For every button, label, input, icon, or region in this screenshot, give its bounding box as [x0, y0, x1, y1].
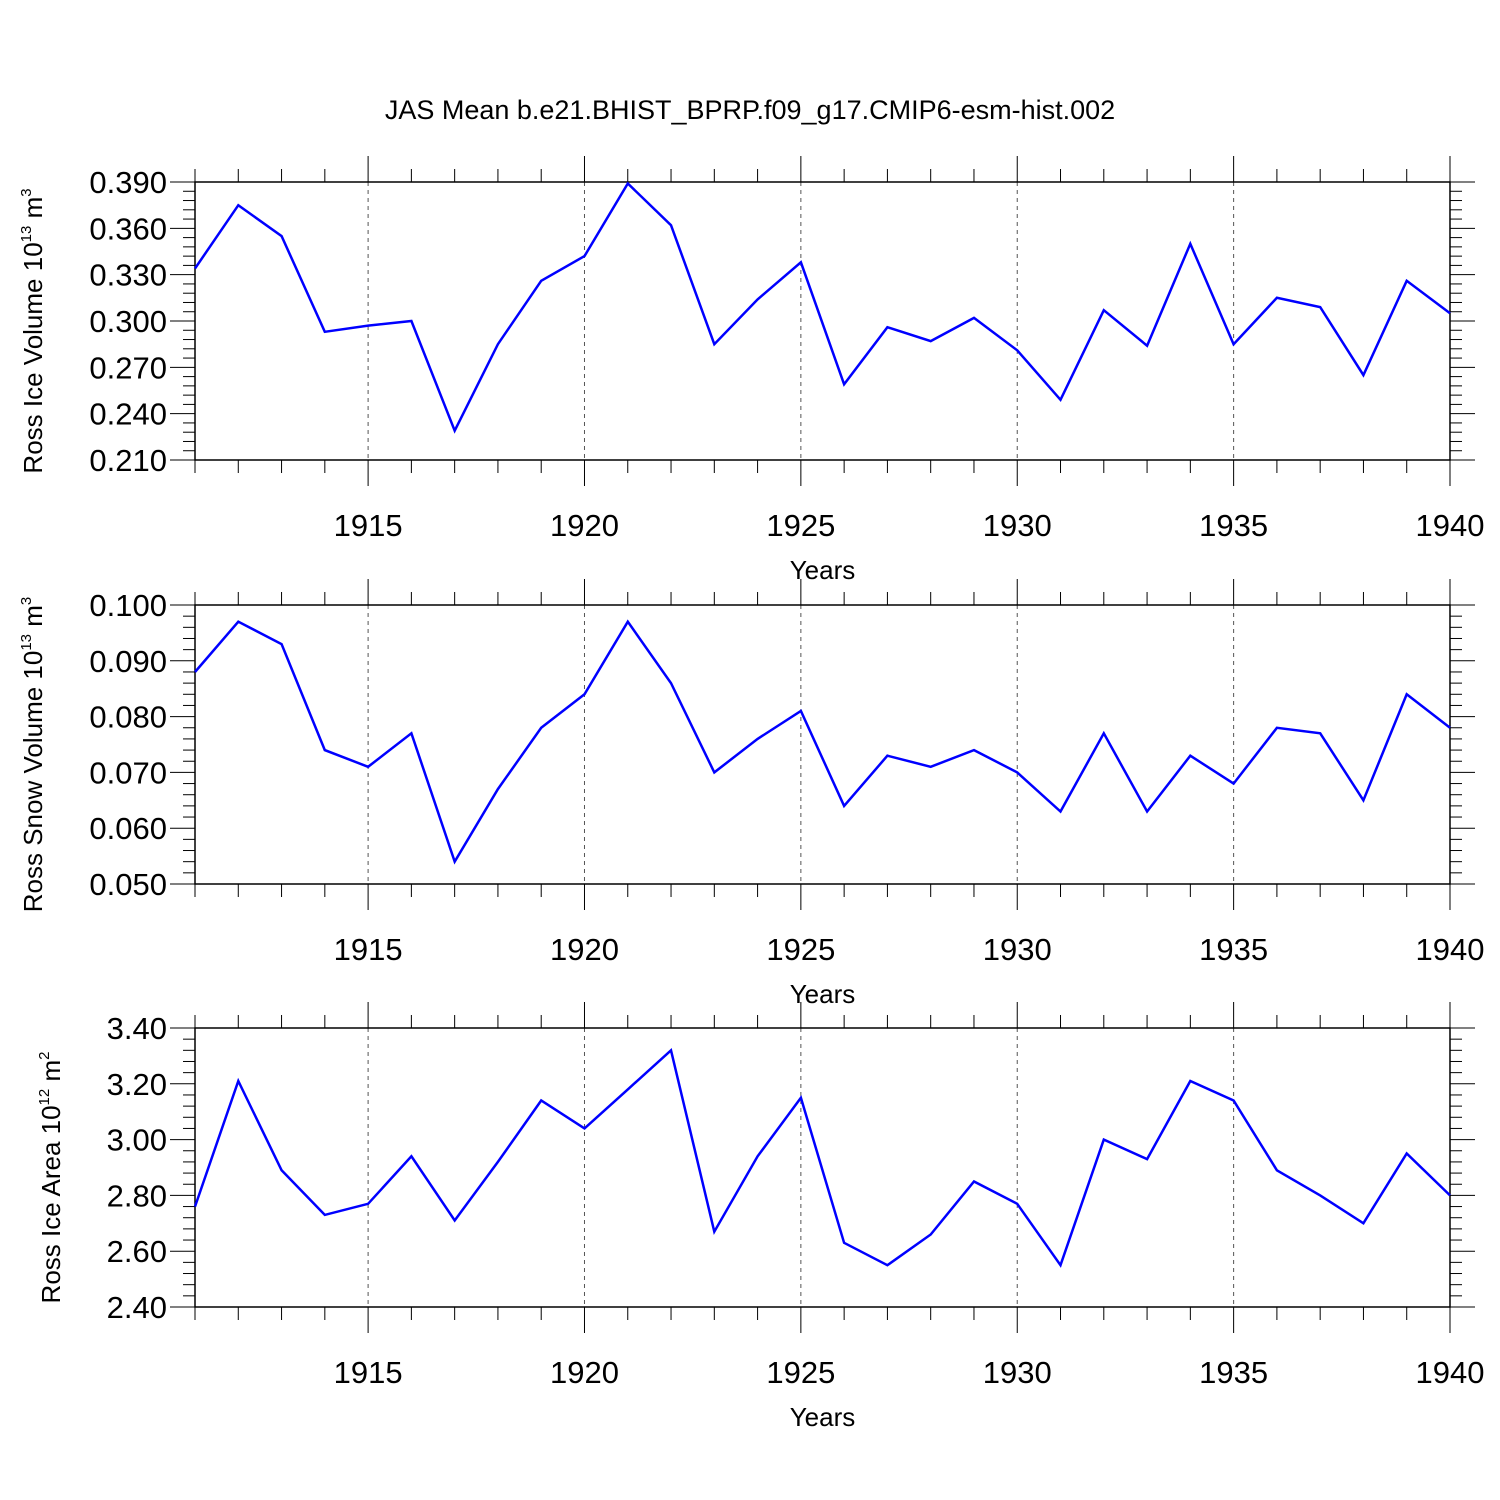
x-tick-label: 1925 [766, 1355, 835, 1390]
y-axis-title: Ross Ice Area 1012 m2 [36, 1052, 66, 1304]
y-tick-label: 2.40 [107, 1290, 167, 1325]
series-line [193, 1047, 1451, 1268]
panel-2: 0.050 0.060 0.070 0.080 0.090 0.100 1915 1920 19… [18, 579, 1484, 1009]
y-tick-label: 0.070 [89, 755, 167, 790]
x-tick-label: 1935 [1199, 1355, 1268, 1390]
y-tick-label: 3.40 [107, 1011, 167, 1046]
y-tick-label: 0.090 [89, 644, 167, 679]
x-tick-label: 1920 [550, 508, 619, 543]
y-tick-label: 0.390 [89, 165, 167, 200]
y-tick-label: 0.330 [89, 258, 167, 293]
x-tick-label: 1915 [334, 508, 403, 543]
x-tick-label: 1915 [334, 932, 403, 967]
x-tick-label: 1920 [550, 1355, 619, 1390]
x-tick-label: 1915 [334, 1355, 403, 1390]
x-tick-label: 1930 [983, 932, 1052, 967]
x-tick-label: 1920 [550, 932, 619, 967]
panel-3: 2.40 2.60 2.80 3.00 3.20 3.40 1915 1920 1925 1930… [36, 1002, 1484, 1432]
y-axis-title: Ross Ice Volume 1013 m3 [18, 188, 48, 473]
series-line [193, 181, 1451, 434]
y-tick-label: 0.300 [89, 304, 167, 339]
x-axis-title: Years [790, 555, 856, 585]
x-tick-label: 1930 [983, 508, 1052, 543]
y-tick-label: 2.80 [107, 1178, 167, 1213]
y-tick-label: 0.240 [89, 397, 167, 432]
x-tick-label: 1940 [1416, 508, 1485, 543]
plot-frame [194, 1027, 1451, 1308]
x-tick-label: 1935 [1199, 932, 1268, 967]
x-tick-label: 1925 [766, 932, 835, 967]
panel-1: 0.210 0.240 0.270 0.300 0.330 0.360 0.390 1915 1… [18, 156, 1484, 585]
y-tick-label: 0.210 [89, 443, 167, 478]
y-tick-label: 0.100 [89, 588, 167, 623]
y-tick-label: 0.050 [89, 867, 167, 902]
x-tick-label: 1925 [766, 508, 835, 543]
y-tick-label: 0.080 [89, 700, 167, 735]
x-axis-title: Years [790, 979, 856, 1009]
x-tick-label: 1940 [1416, 1355, 1485, 1390]
panels: 0.210 0.240 0.270 0.300 0.330 0.360 0.390 1915 1… [18, 156, 1484, 1432]
series-line [194, 619, 1451, 865]
plot-frame [194, 604, 1451, 885]
y-tick-label: 2.60 [107, 1234, 167, 1269]
y-tick-label: 0.270 [89, 350, 167, 385]
y-tick-label: 0.360 [89, 211, 167, 246]
x-axis-title: Years [790, 1402, 856, 1432]
y-tick-label: 3.00 [107, 1123, 167, 1158]
y-axis-title: Ross Snow Volume 1013 m3 [18, 597, 48, 913]
figure-title: JAS Mean b.e21.BHIST_BPRP.f09_g17.CMIP6-… [385, 95, 1115, 125]
y-tick-label: 3.20 [107, 1067, 167, 1102]
x-tick-label: 1940 [1416, 932, 1485, 967]
y-tick-label: 0.060 [89, 811, 167, 846]
x-tick-label: 1935 [1199, 508, 1268, 543]
x-tick-label: 1930 [983, 1355, 1052, 1390]
